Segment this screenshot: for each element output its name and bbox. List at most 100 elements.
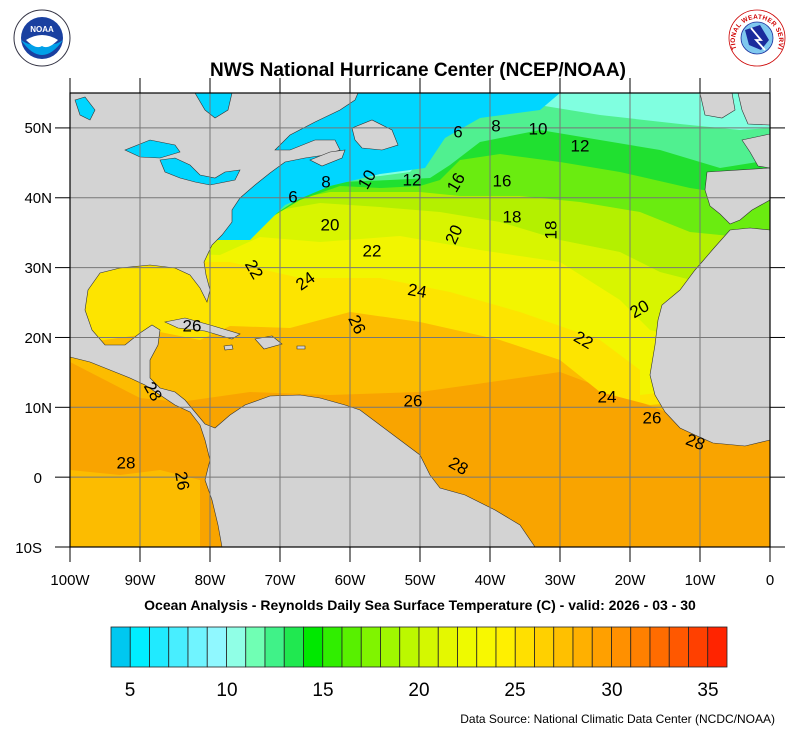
contour-label: 26 [183,316,202,335]
colorbar [110,626,728,668]
lon-label: 70W [265,572,297,589]
lon-label: 50W [405,572,437,589]
lat-label: 10N [24,400,52,417]
data-source: Data Source: National Climatic Data Cent… [460,712,775,726]
colorbar-bin [630,626,651,668]
colorbar-label: 25 [504,680,525,701]
france [741,133,770,169]
great-lakes-2 [159,157,241,186]
nws-logo-text: NATIONAL WEATHER SERVICE [0,0,784,51]
lon-label: 20W [615,572,647,589]
colorbar-bin [245,626,266,668]
colorbar-bin [399,626,420,668]
noaa-logo: NOAA [13,9,71,67]
contour-label: 20 [321,215,340,234]
noaa-logo-text: NOAA [30,25,54,34]
colorbar-label: 30 [601,680,622,701]
nws-logo: NATIONAL WEATHER SERVICE [0,0,786,67]
colorbar-bin [495,626,516,668]
great-britain [737,93,770,126]
lon-label: 40W [475,572,507,589]
lat-label: 50N [24,120,52,137]
lake-winnipeg [74,96,96,121]
colorbar-bin [303,626,324,668]
lon-label: 80W [195,572,227,589]
jamaica [223,344,234,351]
contour-label: 12 [403,170,422,189]
contour-label: 6 [453,122,462,141]
ireland [699,93,736,119]
contour-label: 26 [404,391,423,410]
colorbar-bin [534,626,555,668]
lon-label: 60W [335,572,367,589]
map-subtitle: Ocean Analysis - Reynolds Daily Sea Surf… [144,597,696,613]
colorbar-bin [437,626,458,668]
contour-label: 18 [541,221,560,240]
contour-label: 26 [643,408,662,427]
colorbar-label: 35 [697,680,718,701]
colorbar-label: 20 [408,680,429,701]
lon-label: 10W [685,572,717,589]
lat-label: 30N [24,260,52,277]
contour-label: 8 [321,172,330,191]
contour-label: 10 [529,119,548,138]
nova-scotia [309,149,346,167]
colorbar-bin [649,626,670,668]
colorbar-label: 15 [312,680,333,701]
nws-logo-text-path: NATIONAL WEATHER SERVICE [0,0,784,51]
lat-label: 0 [34,470,42,487]
colorbar-label: 10 [216,680,237,701]
sst-band-26-pacific [70,470,200,547]
colorbar-bin [129,626,150,668]
colorbar-bin [476,626,497,668]
colorbar-bin [418,626,439,668]
colorbar-bin [168,626,189,668]
colorbar-bin [514,626,535,668]
colorbar-bin [591,626,612,668]
colorbar-bin [380,626,401,668]
colorbar-bin [457,626,478,668]
colorbar-bin [688,626,709,668]
contour-label: 26 [171,470,193,492]
lat-axis-labels: 50N 40N 30N 20N 10N 0 10S [15,120,52,557]
lat-label: 40N [24,190,52,207]
colorbar-bin [611,626,632,668]
lon-label: 90W [125,572,157,589]
contour-label: 28 [117,453,136,472]
colorbar-label: 5 [125,680,136,701]
lat-label: 20N [24,330,52,347]
contour-label: 22 [363,241,382,260]
cuba [164,317,241,340]
colorbar-labels: 5 10 15 20 25 30 35 [125,680,719,701]
contour-label: 8 [491,116,500,135]
colorbar-bin [187,626,208,668]
hudson-bay [194,93,233,119]
colorbar-bin [553,626,574,668]
colorbar-bin [322,626,343,668]
contour-label: 16 [493,171,512,190]
lon-label: 0 [766,572,774,589]
colorbar-bin [149,626,170,668]
colorbar-bin [341,626,362,668]
colorbar-bin [264,626,285,668]
lon-label: 30W [545,572,577,589]
colorbar-bin [360,626,381,668]
contour-label: 18 [503,207,522,226]
chart-title: NWS National Hurricane Center (NCEP/NOAA… [210,60,626,81]
colorbar-bin [226,626,247,668]
contour-label: 12 [571,136,590,155]
colorbar-bin [206,626,227,668]
colorbar-bin [283,626,304,668]
lon-axis-labels: 100W 90W 80W 70W 60W 50W 40W 30W 20W 10W… [50,572,774,589]
contour-label: 6 [288,187,297,206]
lon-label: 100W [50,572,90,589]
americas-land [70,93,536,547]
axis-ticks [55,78,785,562]
colorbar-bin [110,626,131,668]
colorbar-bin [572,626,593,668]
colorbar-bin [707,626,728,668]
contour-label: 24 [406,280,428,302]
colorbar-bin [668,626,689,668]
lat-label: 10S [15,540,42,557]
